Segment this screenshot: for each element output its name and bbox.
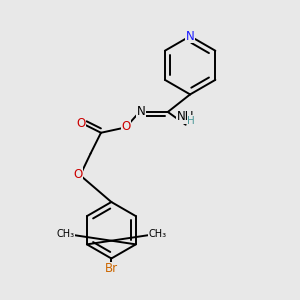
Text: O: O — [122, 120, 131, 133]
Text: CH₃: CH₃ — [148, 229, 166, 239]
Text: O: O — [76, 117, 86, 130]
Text: H: H — [187, 116, 195, 126]
Text: Br: Br — [105, 262, 118, 275]
Text: N: N — [186, 30, 194, 43]
Text: NH: NH — [177, 110, 194, 123]
Text: CH₃: CH₃ — [56, 229, 74, 239]
Text: N: N — [137, 105, 146, 118]
Text: O: O — [74, 168, 83, 181]
